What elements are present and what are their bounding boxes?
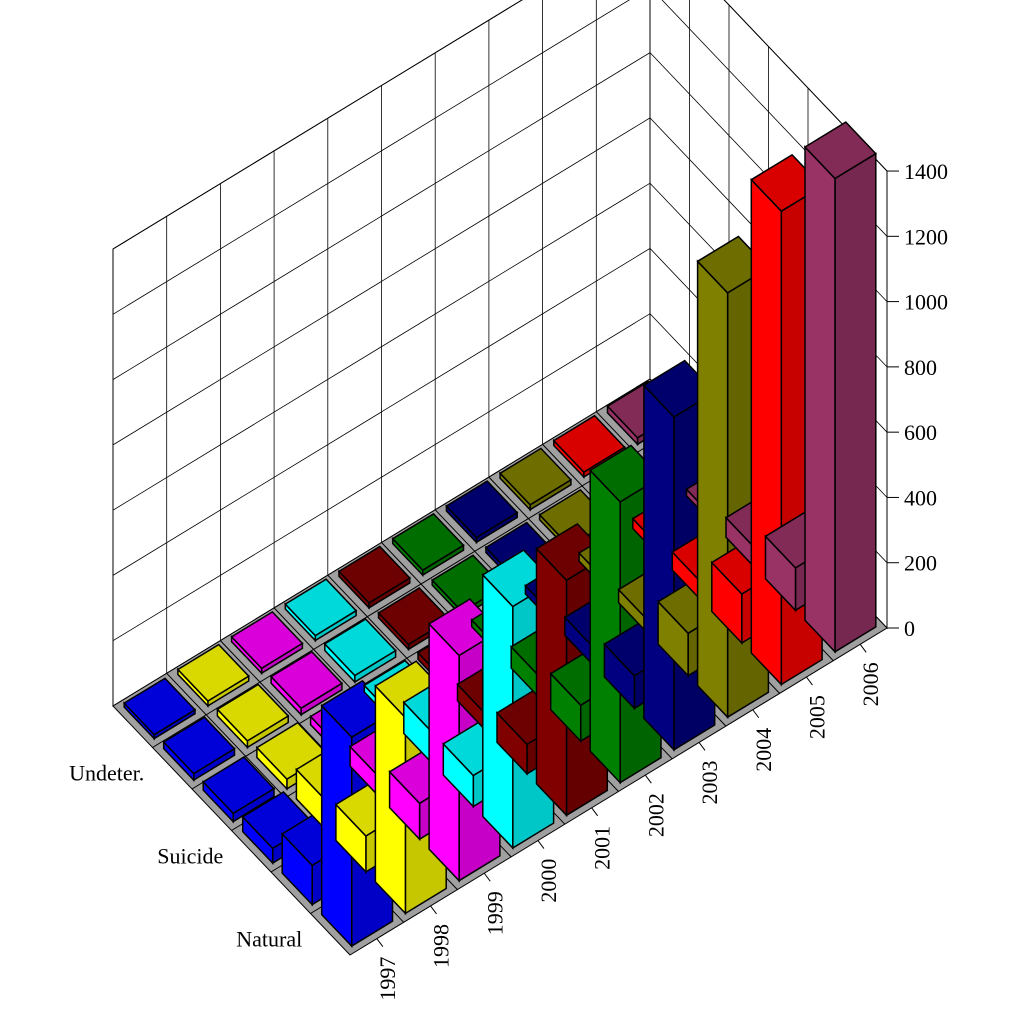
year-label: 2001 bbox=[590, 826, 615, 870]
wall-gridline-z bbox=[112, 0, 888, 250]
year-tick bbox=[859, 644, 867, 653]
bar-face-front bbox=[834, 152, 877, 654]
year-tick bbox=[591, 807, 599, 817]
bar-face-side bbox=[643, 383, 675, 752]
year-label: 2000 bbox=[536, 859, 561, 903]
year-label: 2003 bbox=[697, 760, 722, 804]
bar-1997-3 bbox=[202, 756, 276, 815]
z-tick-label: 0 bbox=[904, 616, 915, 641]
category-label: Undeter. bbox=[69, 760, 144, 785]
year-label: 2004 bbox=[751, 728, 776, 772]
bar-face-side bbox=[696, 259, 729, 720]
year-label: 2005 bbox=[804, 695, 829, 739]
bar-2002-5 bbox=[391, 512, 465, 572]
bar-2003-5 bbox=[445, 480, 519, 539]
z-tick-label: 1200 bbox=[904, 224, 948, 249]
bar-face-side bbox=[750, 177, 783, 687]
year-tick bbox=[376, 938, 384, 947]
year-label: 1998 bbox=[429, 924, 454, 968]
bar-1999-5 bbox=[230, 610, 304, 670]
z-tick-label: 1400 bbox=[904, 159, 948, 184]
year-tick bbox=[806, 676, 813, 686]
bar-face-side bbox=[589, 468, 621, 785]
year-tick bbox=[644, 774, 652, 784]
year-label: 2002 bbox=[643, 793, 668, 837]
year-tick bbox=[483, 872, 491, 882]
year-tick bbox=[430, 905, 437, 915]
year-label: 2006 bbox=[858, 662, 883, 706]
z-tick-label: 1000 bbox=[904, 290, 948, 315]
bar-1999-4 bbox=[269, 650, 344, 710]
z-tick-label: 400 bbox=[904, 485, 937, 510]
year-tick bbox=[698, 742, 706, 751]
bar-2006-0 bbox=[803, 121, 877, 180]
year-tick bbox=[537, 840, 545, 849]
bar-2001-5 bbox=[337, 545, 411, 604]
year-tick bbox=[752, 709, 760, 719]
bar-2005-5 bbox=[552, 414, 626, 474]
bar-2000-5 bbox=[284, 578, 358, 637]
z-tick-label: 800 bbox=[904, 355, 937, 380]
z-tick-label: 200 bbox=[904, 551, 937, 576]
z-tick-label: 600 bbox=[904, 420, 937, 445]
category-label: Natural bbox=[236, 926, 302, 951]
bar-1998-4 bbox=[216, 683, 290, 742]
bar-1997-5 bbox=[123, 677, 197, 736]
bar-1998-5 bbox=[176, 643, 250, 702]
bar-1997-4 bbox=[162, 716, 236, 775]
year-label: 1999 bbox=[482, 891, 507, 935]
bar-2004-5 bbox=[498, 447, 573, 506]
bar-face-side bbox=[804, 145, 836, 654]
category-label: Suicide bbox=[157, 843, 223, 868]
year-label: 1997 bbox=[375, 957, 400, 1001]
bar-2000-4 bbox=[323, 618, 397, 677]
